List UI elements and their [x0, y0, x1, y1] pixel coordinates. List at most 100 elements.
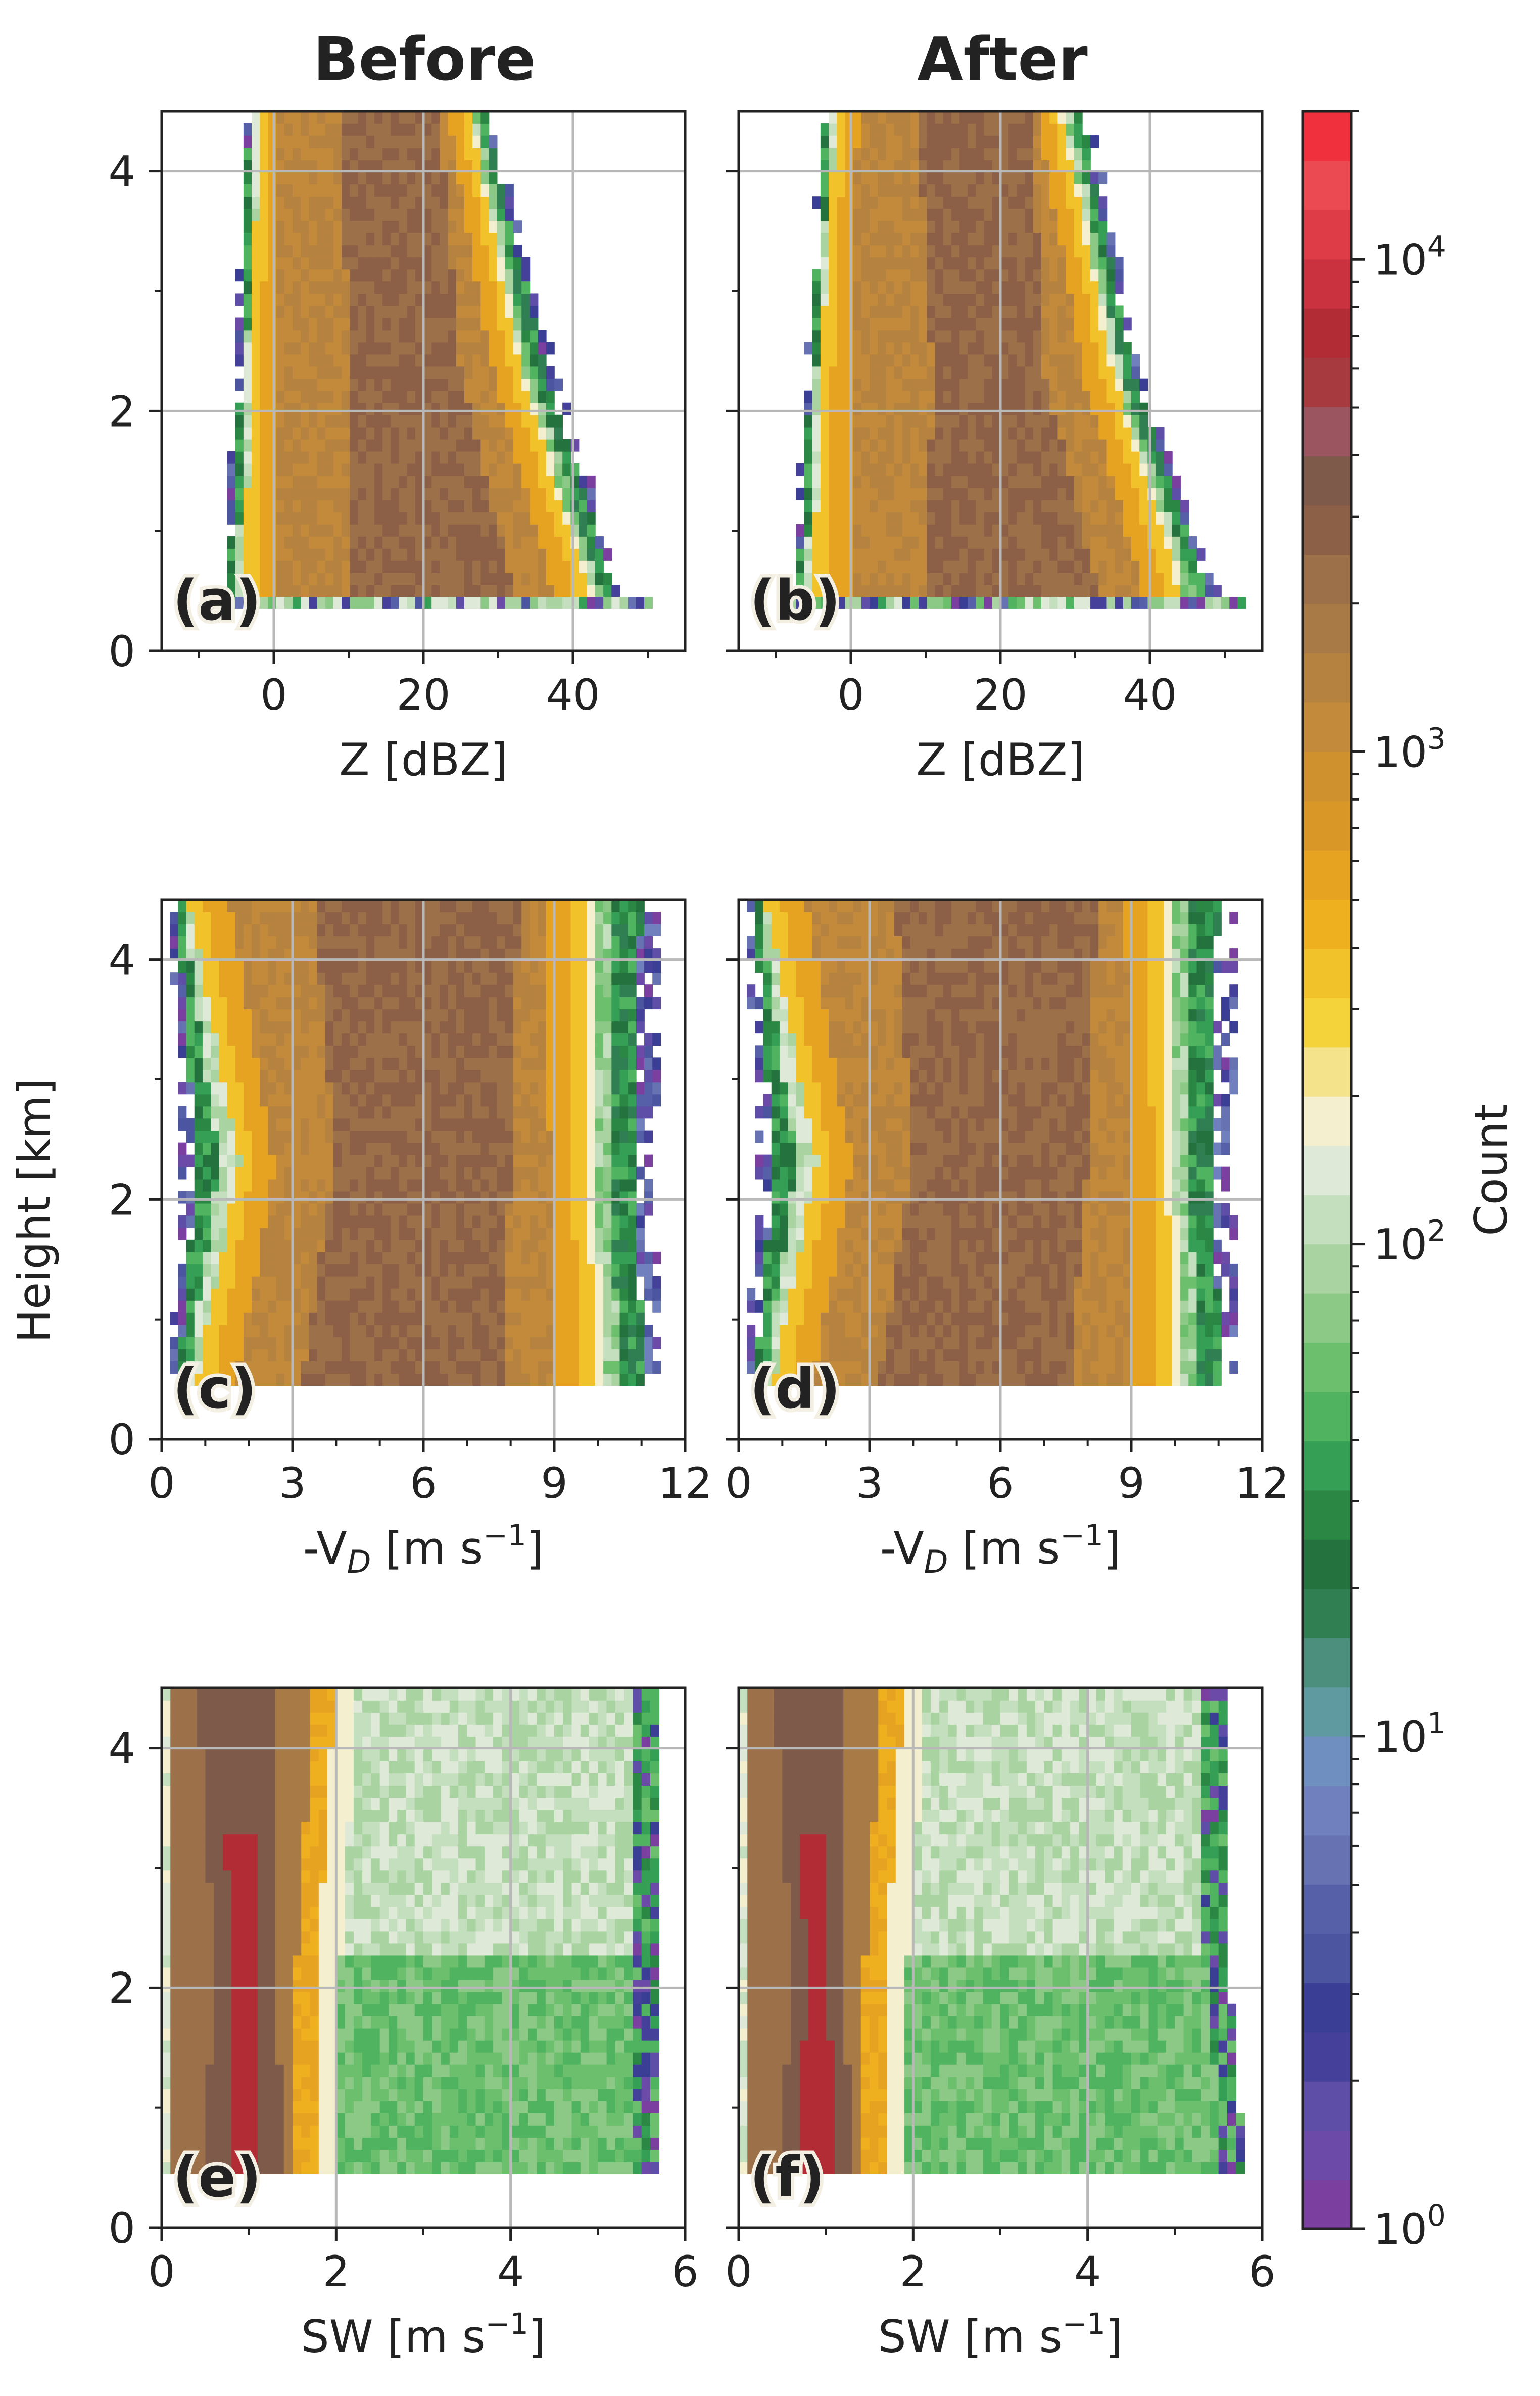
heatmap-cell [1106, 305, 1116, 318]
heatmap-cell [309, 1312, 318, 1325]
heatmap-cell [309, 1373, 318, 1386]
heatmap-cell [194, 1251, 203, 1264]
heatmap-cell [456, 1215, 465, 1228]
heatmap-cell [611, 1373, 620, 1386]
heatmap-cell [538, 1069, 547, 1083]
heatmap-cell [268, 208, 277, 221]
heatmap-cell [554, 1045, 563, 1058]
heatmap-cell [497, 1361, 506, 1374]
heatmap-cell [260, 366, 269, 379]
heatmap-cell [530, 293, 539, 306]
heatmap-cell [521, 1361, 531, 1374]
heatmap-cell [530, 439, 539, 452]
heatmap-cell [268, 402, 277, 415]
heatmap-cell [186, 1373, 195, 1386]
heatmap-cell [530, 1106, 539, 1119]
heatmap-cell [342, 597, 351, 609]
heatmap-cell [431, 463, 441, 476]
heatmap-cell [464, 293, 473, 306]
heatmap-cell [1000, 317, 1009, 331]
heatmap-cell [530, 366, 539, 379]
heatmap-cell [202, 1325, 211, 1337]
heatmap-cell [268, 148, 277, 160]
heatmap-cell [1000, 366, 1009, 379]
heatmap-cell [530, 1373, 539, 1386]
heatmap-cell [472, 220, 482, 233]
heatmap-cell [935, 305, 944, 318]
heatmap-cell [976, 232, 985, 246]
heatmap-cell [628, 597, 637, 609]
heatmap-cell [448, 402, 457, 415]
heatmap-cell [276, 475, 285, 488]
heatmap-cell [464, 1154, 473, 1167]
heatmap-cell [333, 524, 342, 537]
heatmap-cell [919, 245, 928, 258]
heatmap-cell [260, 1082, 269, 1095]
heatmap-cell [853, 269, 862, 282]
heatmap-cell [382, 1057, 392, 1070]
heatmap-cell [399, 1118, 408, 1131]
heatmap-cell [235, 1239, 244, 1252]
heatmap-cell [1041, 548, 1050, 561]
heatmap-cell [235, 1130, 244, 1143]
heatmap-cell [382, 220, 392, 233]
heatmap-cell [611, 1094, 620, 1107]
heatmap-cell [268, 511, 277, 525]
heatmap-cell [943, 148, 952, 160]
heatmap-cell [301, 293, 310, 306]
heatmap-cell [301, 245, 310, 258]
heatmap-cell [595, 1215, 604, 1228]
heatmap-cell [497, 1179, 506, 1192]
heatmap-cell [448, 1033, 457, 1046]
heatmap-cell [325, 1142, 334, 1155]
heatmap-cell [538, 1373, 547, 1386]
heatmap-cell [910, 573, 919, 585]
heatmap-cell [968, 475, 977, 488]
heatmap-cell [1180, 536, 1189, 549]
heatmap-cell [570, 1082, 580, 1095]
heatmap-cell [812, 317, 821, 331]
heatmap-cell [284, 317, 293, 331]
heatmap-cell [1008, 148, 1018, 160]
heatmap-cell [342, 1154, 351, 1167]
heatmap-cell [480, 305, 490, 318]
heatmap-cell [317, 1227, 326, 1240]
heatmap-cell [276, 1057, 285, 1070]
heatmap-cell [984, 305, 993, 318]
heatmap-cell [530, 1191, 539, 1204]
heatmap-cell [497, 487, 506, 500]
heatmap-cell [910, 511, 919, 525]
heatmap-cell [284, 208, 293, 221]
heatmap-cell [219, 1118, 228, 1131]
heatmap-cell [530, 427, 539, 440]
heatmap-cell [611, 1276, 620, 1289]
heatmap-cell [829, 293, 838, 306]
heatmap-cell [219, 1288, 228, 1301]
heatmap-cell [456, 342, 465, 355]
heatmap-cell [894, 111, 903, 124]
heatmap-cell [350, 1118, 359, 1131]
heatmap-cell [521, 293, 531, 306]
heatmap-cell [350, 390, 359, 403]
heatmap-cell [391, 1069, 400, 1083]
heatmap-cell [309, 573, 318, 585]
heatmap-cell [415, 1033, 424, 1046]
heatmap-cell [219, 1179, 228, 1192]
heatmap-cell [243, 1069, 252, 1083]
heatmap-cell [521, 1118, 531, 1131]
heatmap-cell [546, 1106, 555, 1119]
heatmap-cell [619, 1215, 629, 1228]
heatmap-cell [804, 487, 813, 500]
heatmap-cell [951, 281, 960, 294]
heatmap-cell [579, 1263, 588, 1277]
heatmap-cell [252, 354, 261, 367]
heatmap-cell [235, 451, 244, 464]
heatmap-cell [391, 402, 400, 415]
heatmap-cell [342, 342, 351, 355]
heatmap-cell [870, 232, 878, 246]
heatmap-cell [521, 573, 531, 585]
heatmap-cell [1008, 293, 1018, 306]
heatmap-cell [333, 220, 342, 233]
heatmap-cell [603, 1057, 612, 1070]
